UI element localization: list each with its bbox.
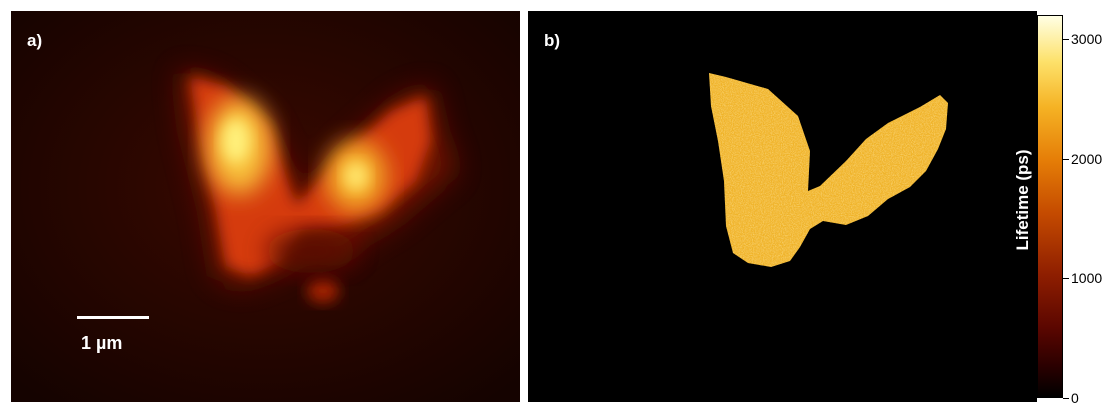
lifetime-image-panel: b)	[528, 11, 1037, 402]
colorbar-tick-label: 3000	[1071, 31, 1103, 47]
intensity-image	[11, 11, 520, 402]
hotspot-left	[222, 119, 250, 163]
lifetime-colorbar	[1037, 15, 1063, 398]
colorbar-title: Lifetime (ps)	[1013, 149, 1032, 251]
scale-bar-label: 1 µm	[81, 333, 123, 353]
scale-bar	[77, 316, 149, 319]
colorbar-tick	[1063, 159, 1069, 160]
intensity-image-panel: a) 1 µm	[11, 11, 520, 402]
colorbar-tick-label: 0	[1071, 390, 1079, 406]
colorbar-tick	[1063, 39, 1069, 40]
lower-blob	[307, 279, 339, 303]
lifetime-image	[709, 73, 948, 267]
colorbar-tick	[1063, 398, 1069, 399]
cell-lifetime-map	[709, 73, 948, 267]
colorbar-tick	[1063, 278, 1069, 279]
hotspot-right	[344, 162, 368, 190]
colorbar-tick-label: 2000	[1071, 151, 1103, 167]
panel-b-label: b)	[544, 31, 561, 50]
colorbar-tick-label: 1000	[1071, 270, 1103, 286]
panel-a-label: a)	[27, 31, 43, 50]
